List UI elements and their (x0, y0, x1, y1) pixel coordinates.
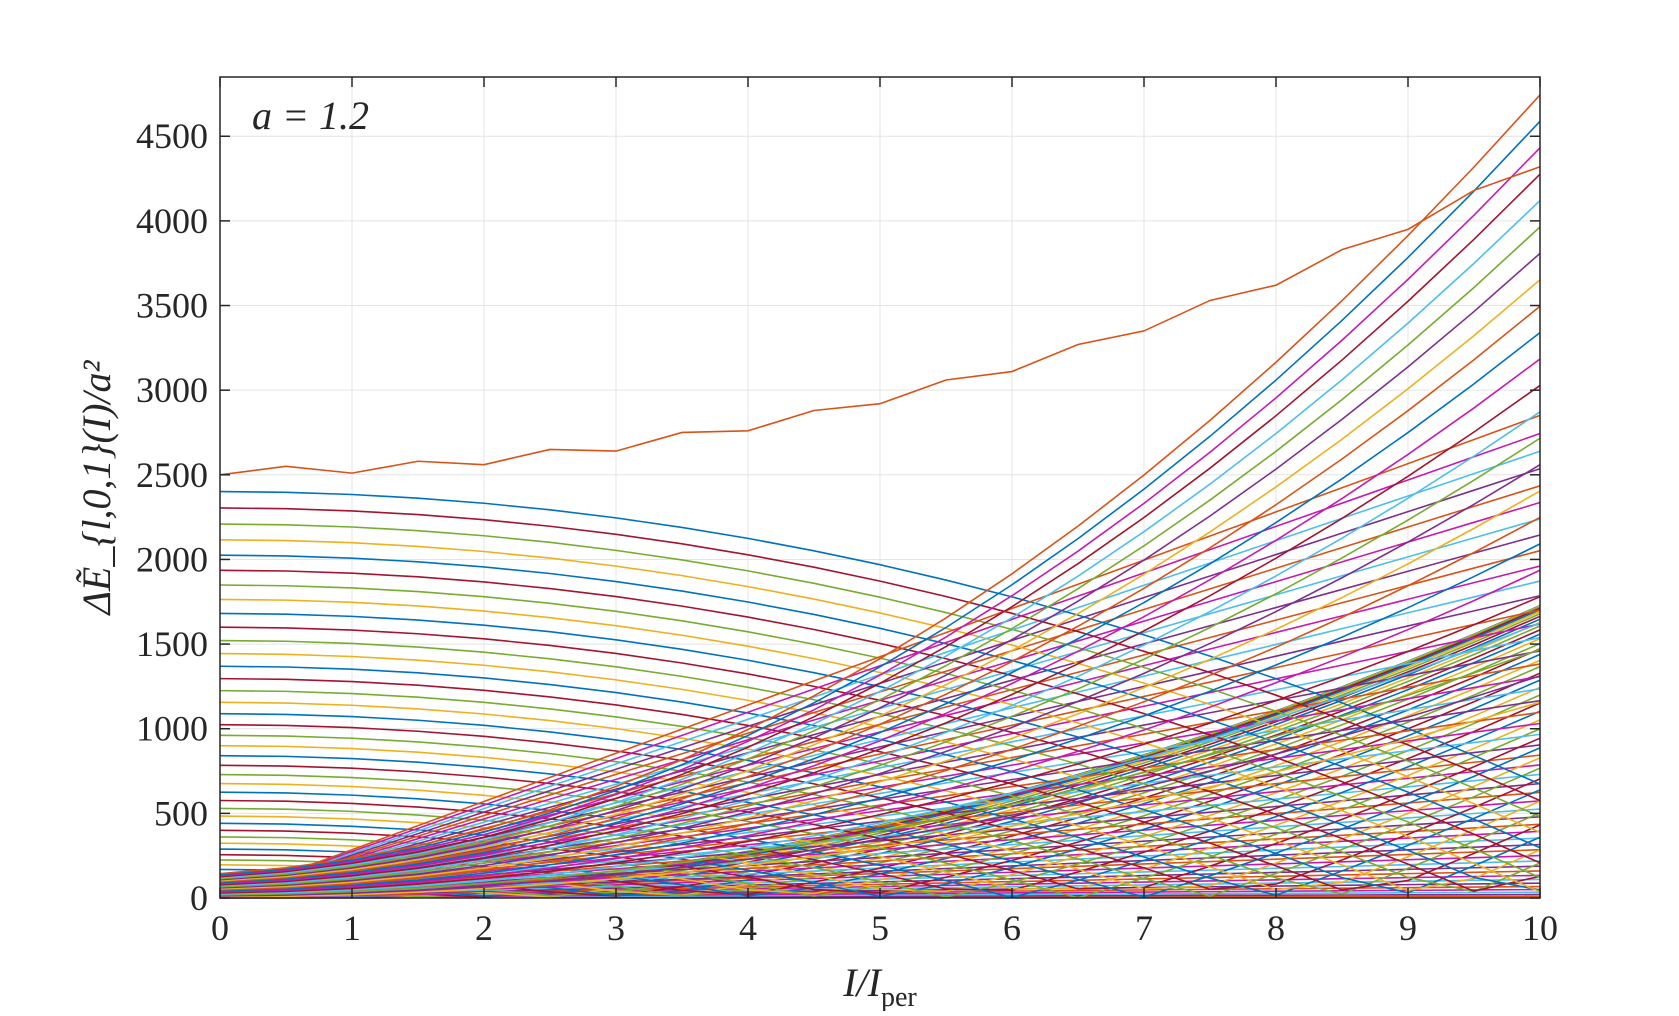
envelope-line (219, 165, 1541, 476)
series-line (219, 539, 1541, 834)
series-line (219, 622, 1541, 895)
series-line (219, 279, 1541, 882)
x-tick-label: 2 (475, 908, 493, 948)
y-axis-ticks: 0 500 1000 1500 2000 2500 3000 3500 4000 4500 (136, 116, 1540, 918)
y-tick-label: 3500 (136, 286, 208, 326)
y-tick-label: 4000 (136, 201, 208, 241)
series-line (219, 554, 1541, 849)
series-line (219, 384, 1541, 886)
series-line (219, 490, 1541, 890)
x-axis-label: I/Iper (842, 960, 917, 1011)
series-line (219, 226, 1541, 880)
series-line (219, 652, 1541, 892)
series-lines (219, 94, 1541, 899)
series-line (219, 490, 1541, 785)
x-tick-label: 4 (739, 908, 757, 948)
series-line (219, 543, 1541, 892)
series-line (219, 595, 1541, 894)
series-line (219, 737, 1541, 890)
y-tick-label: 4500 (136, 116, 208, 156)
series-line (219, 173, 1541, 878)
series-line (219, 808, 1541, 899)
x-tick-label: 1 (343, 908, 361, 948)
series-line (219, 120, 1541, 876)
x-tick-label: 8 (1267, 908, 1285, 948)
series-line (219, 689, 1541, 895)
y-tick-label: 1500 (136, 624, 208, 664)
y-tick-label: 0 (190, 878, 208, 918)
series-line (219, 199, 1541, 879)
series-line (219, 702, 1541, 892)
series-line (219, 648, 1541, 896)
series-line (219, 747, 1541, 898)
series-line (219, 609, 1541, 899)
series-line (219, 719, 1541, 890)
series-line (219, 650, 1541, 899)
series-line (219, 870, 1541, 899)
series-line (219, 569, 1541, 893)
parameter-annotation: a = 1.2 (252, 93, 369, 138)
y-tick-label: 1000 (136, 709, 208, 749)
y-axis-label: ΔẼ_{l,0,1}(I)/a² (74, 359, 119, 616)
series-line (219, 252, 1541, 881)
series-line (219, 712, 1541, 896)
series-line (219, 677, 1541, 891)
series-line (219, 701, 1541, 891)
series-line (219, 744, 1541, 899)
series-line (219, 94, 1541, 875)
series-line (219, 358, 1541, 885)
series-line (219, 432, 1541, 899)
x-tick-label: 7 (1135, 908, 1153, 948)
series-line (219, 516, 1541, 891)
series-line (219, 598, 1541, 893)
series-line (219, 331, 1541, 884)
series-line (219, 710, 1541, 899)
series-line (219, 507, 1541, 802)
y-tick-label: 2000 (136, 539, 208, 579)
series-line (219, 636, 1541, 899)
x-tick-label: 0 (211, 908, 229, 948)
series-line (219, 463, 1541, 889)
series-line (219, 639, 1541, 893)
x-axis-ticks: 0 1 2 3 4 5 6 7 8 9 10 (211, 77, 1558, 948)
x-axis-label-main: I/I (842, 960, 882, 1005)
x-tick-label: 9 (1399, 908, 1417, 948)
series-line (219, 754, 1541, 899)
x-tick-label: 10 (1522, 908, 1558, 948)
y-tick-label: 500 (154, 793, 208, 833)
series-line (219, 411, 1541, 887)
series-line (219, 414, 1541, 899)
series-line (219, 701, 1541, 898)
series-line (219, 147, 1541, 877)
series-line (219, 744, 1541, 890)
series-line (219, 569, 1541, 864)
x-axis-label-sub: per (881, 982, 917, 1011)
x-tick-label: 3 (607, 908, 625, 948)
series-line (219, 437, 1541, 888)
x-tick-label: 5 (871, 908, 889, 948)
series-line (219, 675, 1541, 897)
series-line (219, 523, 1541, 818)
y-tick-label: 2500 (136, 455, 208, 495)
series-line (219, 612, 1541, 891)
y-tick-label: 3000 (136, 370, 208, 410)
series-line (219, 305, 1541, 883)
x-tick-label: 6 (1003, 908, 1021, 948)
series-line (219, 623, 1541, 899)
